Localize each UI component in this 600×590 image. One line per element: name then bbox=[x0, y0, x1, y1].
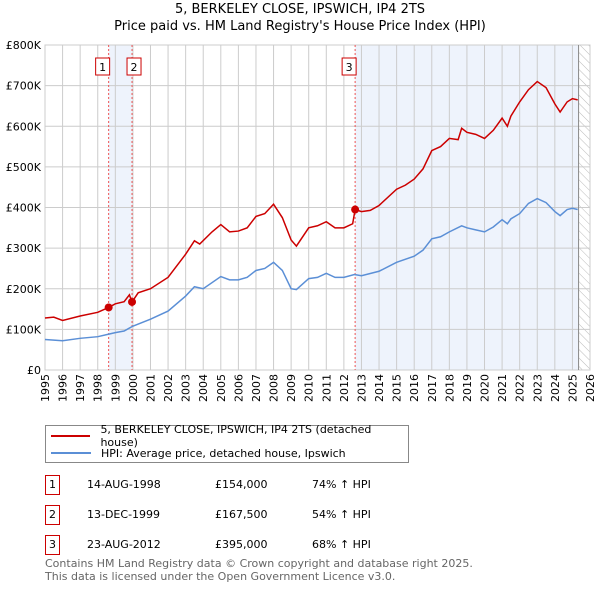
x-tick-label: 2009 bbox=[285, 374, 298, 402]
y-tick-label: £300K bbox=[6, 242, 42, 255]
sale-marker-box bbox=[341, 57, 357, 76]
x-tick-label: 2006 bbox=[232, 374, 245, 402]
x-tick-label: 2002 bbox=[162, 374, 175, 402]
x-tick-label: 2014 bbox=[373, 374, 386, 402]
footer: Contains HM Land Registry data © Crown c… bbox=[45, 557, 473, 583]
price-chart: 1995 1996 1997 1998 1999 2000 2001 2002 2003 2004… bbox=[6, 39, 597, 402]
property-price-line bbox=[44, 80, 578, 322]
x-tick-label: 2004 bbox=[197, 374, 210, 402]
x-tick-label: 2026 bbox=[584, 374, 597, 402]
x-tick-label: 2005 bbox=[215, 374, 228, 402]
y-tick-label: £700K bbox=[6, 80, 42, 93]
sale-price: £167,500 bbox=[215, 508, 268, 521]
sale-date: 23-AUG-2012 bbox=[87, 538, 161, 551]
x-tick-label: 2016 bbox=[408, 374, 421, 402]
y-tick-label: £800K bbox=[6, 39, 42, 52]
hpi-line bbox=[44, 197, 578, 342]
x-tick-label: 2023 bbox=[531, 374, 544, 402]
y-tick-label: £200K bbox=[6, 283, 42, 296]
x-tick-label: 2003 bbox=[180, 374, 193, 402]
sale-marker-box bbox=[126, 57, 142, 76]
chart-subtitle: Price paid vs. HM Land Registry's House … bbox=[114, 19, 486, 34]
x-tick-label: 1997 bbox=[74, 374, 87, 402]
sale-marker-box bbox=[95, 57, 111, 76]
x-tick-label: 2025 bbox=[566, 374, 579, 402]
legend: 5, BERKELEY CLOSE, IPSWICH, IP4 2TS (det… bbox=[45, 423, 409, 463]
x-tick-label: 2000 bbox=[127, 374, 140, 402]
sale-point bbox=[128, 297, 137, 306]
x-tick-label: 1998 bbox=[92, 374, 105, 402]
footer-line-1: Contains HM Land Registry data © Crown c… bbox=[45, 557, 473, 570]
x-tick-label: 2020 bbox=[479, 374, 492, 402]
legend-label-property: 5, BERKELEY CLOSE, IPSWICH, IP4 2TS (det… bbox=[100, 423, 372, 449]
legend-swatch-property bbox=[51, 435, 91, 437]
sale-point bbox=[351, 205, 360, 214]
x-tick-label: 2018 bbox=[443, 374, 456, 402]
sale-hpi-diff: 68% ↑ HPI bbox=[312, 538, 371, 551]
legend-label-hpi: HPI: Average price, detached house, Ipsw… bbox=[101, 446, 346, 460]
y-tick-label: £400K bbox=[6, 202, 42, 215]
x-tick-label: 2008 bbox=[268, 374, 281, 402]
sale-date: 13-DEC-1999 bbox=[87, 508, 161, 521]
y-tick-label: £500K bbox=[6, 161, 42, 174]
footer-line-2: This data is licensed under the Open Gov… bbox=[45, 570, 396, 583]
x-tick-label: 2012 bbox=[338, 374, 351, 402]
sale-point bbox=[104, 303, 113, 312]
x-tick-label: 1995 bbox=[39, 374, 52, 402]
x-tick-label: 2017 bbox=[426, 374, 439, 402]
sale-hpi-diff: 54% ↑ HPI bbox=[312, 508, 371, 521]
sale-marker-label: 2 bbox=[131, 61, 138, 74]
sale-hpi-diff: 74% ↑ HPI bbox=[312, 478, 371, 491]
x-tick-label: 2015 bbox=[391, 374, 404, 402]
x-tick-label: 2022 bbox=[514, 374, 527, 402]
x-tick-label: 2013 bbox=[355, 374, 368, 402]
chart-title: 5, BERKELEY CLOSE, IPSWICH, IP4 2TS bbox=[174, 2, 426, 17]
sale-marker-badge: 2 bbox=[45, 505, 60, 525]
sale-marker-label: 1 bbox=[99, 61, 106, 74]
x-tick-label: 2007 bbox=[250, 374, 263, 402]
sale-marker-badge: 1 bbox=[45, 475, 60, 495]
y-tick-label: £600K bbox=[6, 120, 42, 133]
sale-marker-label: 3 bbox=[346, 61, 353, 74]
x-tick-label: 2010 bbox=[303, 374, 316, 402]
x-tick-label: 2024 bbox=[549, 374, 562, 402]
y-tick-label: £0 bbox=[27, 364, 41, 377]
plot-frame bbox=[44, 44, 591, 371]
y-tick-label: £100K bbox=[6, 323, 42, 336]
sale-marker-badge: 3 bbox=[45, 535, 60, 555]
x-tick-label: 2011 bbox=[320, 374, 333, 402]
legend-item-property: 5, BERKELEY CLOSE, IPSWICH, IP4 2TS (det… bbox=[51, 423, 408, 449]
x-tick-label: 1996 bbox=[57, 374, 70, 402]
sale-date: 14-AUG-1998 bbox=[87, 478, 161, 491]
x-tick-label: 2001 bbox=[144, 374, 157, 402]
x-tick-label: 2021 bbox=[496, 374, 509, 402]
x-tick-label: 2019 bbox=[461, 374, 474, 402]
sale-price: £395,000 bbox=[215, 538, 268, 551]
sale-price: £154,000 bbox=[215, 478, 268, 491]
x-tick-label: 1999 bbox=[109, 374, 122, 402]
legend-item-hpi: HPI: Average price, detached house, Ipsw… bbox=[51, 445, 346, 461]
legend-swatch-hpi bbox=[51, 452, 91, 454]
